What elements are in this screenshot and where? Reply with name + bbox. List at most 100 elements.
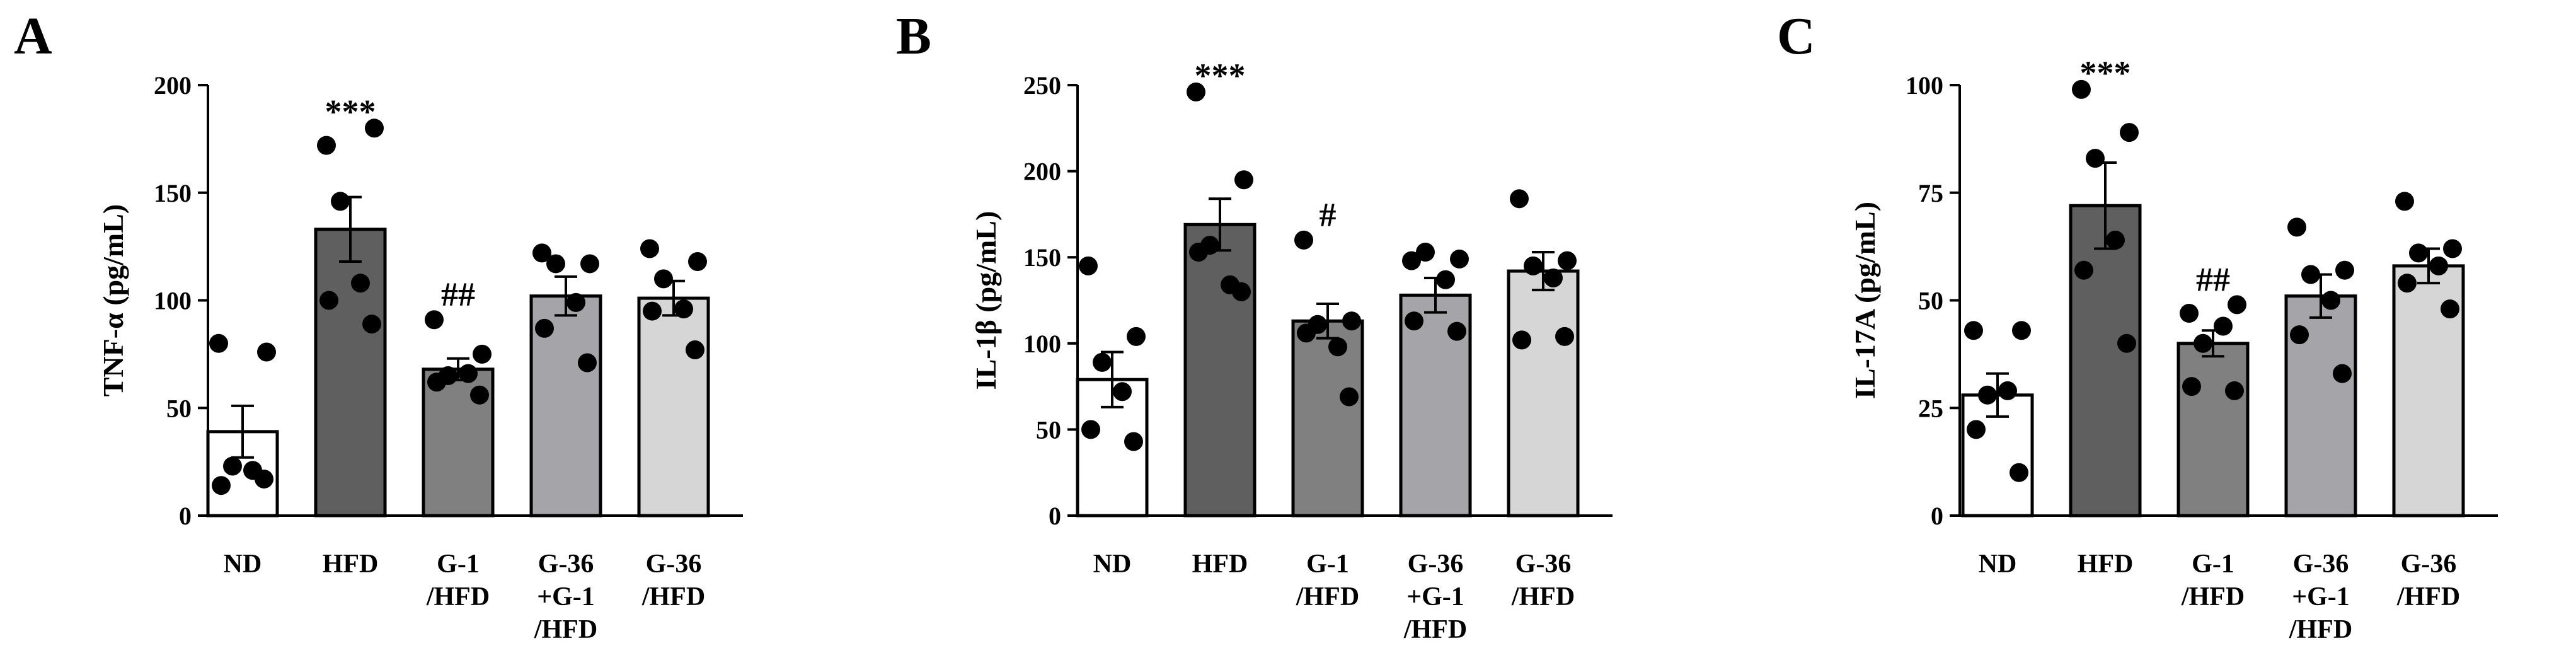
data-point — [1081, 420, 1100, 439]
data-point — [212, 476, 231, 495]
data-point — [580, 254, 599, 274]
y-tick-label: 250 — [1023, 71, 1061, 100]
x-category-label: ND — [1979, 550, 2017, 579]
data-point — [1124, 432, 1143, 451]
y-tick-label: 200 — [154, 71, 192, 100]
data-point — [643, 301, 662, 321]
data-point — [1964, 321, 1983, 340]
x-category-label: /HFD — [1403, 615, 1467, 644]
data-point — [2106, 230, 2125, 250]
data-point — [2194, 333, 2212, 353]
data-point — [2409, 243, 2428, 263]
data-point — [1340, 387, 1359, 407]
data-point — [1998, 381, 2017, 400]
data-point — [1189, 243, 1208, 262]
y-axis-label: IL-1β (pg/mL) — [970, 211, 1002, 390]
panel-letter: C — [1777, 7, 1815, 66]
data-point — [2333, 364, 2352, 383]
data-point — [686, 340, 704, 360]
data-point — [362, 315, 381, 334]
data-point — [640, 239, 659, 258]
data-point — [2074, 260, 2093, 280]
data-point — [1450, 249, 1469, 269]
data-point — [1234, 170, 1253, 190]
data-point — [2117, 333, 2136, 353]
y-tick-label: 0 — [1049, 502, 1061, 530]
data-point — [1510, 189, 1529, 209]
y-tick-label: 50 — [1036, 415, 1061, 444]
data-point — [351, 274, 370, 293]
data-point — [425, 310, 444, 330]
data-point — [255, 469, 273, 489]
bar-g-36-hfd — [1507, 269, 1580, 518]
data-point — [688, 252, 707, 272]
data-point — [2120, 123, 2139, 142]
data-point — [427, 373, 446, 392]
x-category-label: G-36 — [646, 550, 702, 579]
x-category-label: ND — [1093, 550, 1132, 579]
data-point — [223, 456, 242, 476]
data-point — [1967, 420, 1986, 439]
y-tick-label: 200 — [1023, 158, 1061, 186]
x-category-label: /HFD — [641, 582, 705, 611]
data-point — [1512, 330, 1531, 350]
data-point — [2225, 381, 2244, 400]
x-category-label: /HFD — [2181, 582, 2245, 611]
data-point — [2228, 295, 2246, 315]
data-point — [2214, 316, 2233, 336]
data-point — [2180, 303, 2199, 323]
data-point — [1436, 270, 1455, 289]
x-category-label: G-36 — [1515, 550, 1572, 579]
y-axis-label: TNF-α (pg/mL) — [97, 204, 129, 397]
data-point — [2443, 239, 2462, 258]
data-point — [546, 254, 565, 274]
data-point — [1113, 382, 1132, 402]
x-category-label: HFD — [2078, 550, 2134, 579]
significance-marker: ## — [441, 275, 475, 313]
bar-g-1-hfd — [1291, 319, 1364, 518]
data-point — [319, 291, 338, 310]
significance-marker: *** — [2080, 54, 2131, 92]
data-point — [2086, 149, 2105, 168]
bar-hfd — [314, 228, 387, 518]
x-category-label: /HFD — [1296, 582, 1359, 611]
data-point — [532, 243, 551, 263]
y-tick-label: 0 — [179, 502, 192, 530]
y-tick-label: 50 — [166, 394, 192, 422]
x-category-label: G-1 — [2192, 550, 2234, 579]
significance-marker: ## — [2196, 260, 2230, 298]
data-point — [654, 269, 673, 289]
data-point — [2301, 265, 2320, 284]
data-point — [365, 119, 384, 138]
panel-b: B 0 50 100 150 200 250 IL-1β (pg/mL) ND *** HFD # G-… — [896, 7, 1613, 644]
data-point — [1416, 243, 1435, 262]
data-point — [2441, 299, 2459, 319]
data-point — [578, 353, 597, 373]
significance-marker: *** — [1195, 57, 1246, 95]
data-point — [1297, 323, 1316, 343]
x-category-label: HFD — [323, 550, 379, 579]
data-point — [1187, 82, 1205, 101]
data-point — [2010, 463, 2028, 482]
data-point — [1093, 352, 1112, 372]
data-point — [1328, 337, 1347, 357]
x-category-label: +G-1 — [2292, 582, 2350, 611]
data-point — [2287, 217, 2306, 237]
panel-letter: B — [896, 7, 931, 66]
x-category-label: /HFD — [2396, 582, 2460, 611]
bar-hfd — [1183, 223, 1256, 518]
data-point — [2335, 260, 2354, 280]
y-tick-label: 0 — [1931, 502, 1943, 530]
x-category-label: /HFD — [534, 615, 597, 644]
y-tick-label: 25 — [1918, 394, 1943, 422]
data-point — [209, 333, 228, 353]
data-point — [566, 292, 585, 312]
data-point — [473, 344, 492, 364]
data-point — [2429, 256, 2448, 275]
x-category-label: G-36 — [2401, 550, 2457, 579]
x-category-label: HFD — [1192, 550, 1248, 579]
y-tick-label: 150 — [154, 179, 192, 207]
data-point — [459, 364, 478, 383]
data-point — [2182, 377, 2201, 396]
